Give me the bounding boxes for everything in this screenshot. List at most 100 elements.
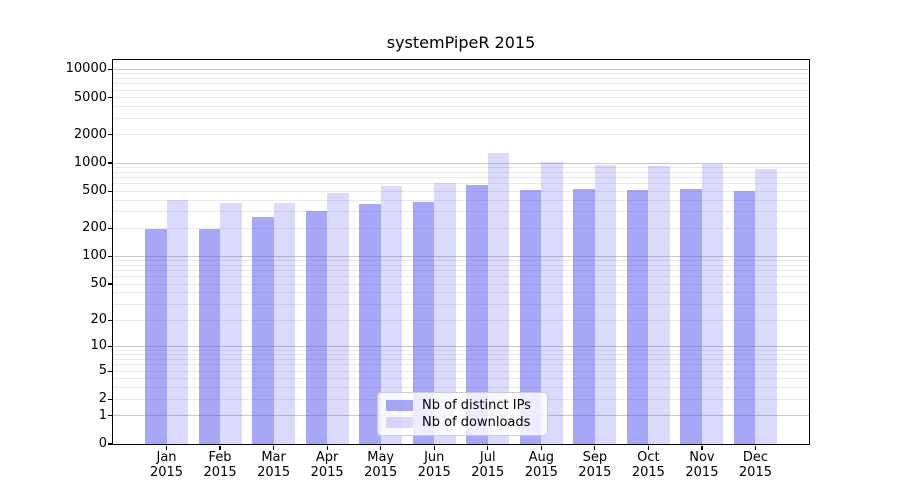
gridline-20	[113, 319, 809, 321]
gridline-80	[113, 264, 809, 266]
legend-swatch-downloads	[386, 417, 413, 428]
x-tick-year: 2015	[685, 465, 719, 480]
x-tick-jan	[165, 445, 168, 450]
y-tick-label-2000: 2000	[73, 126, 107, 142]
legend-item-distinct-ips: Nb of distinct IPs	[378, 397, 547, 414]
bar-distinct-ips-jan	[145, 228, 167, 444]
bar-distinct-ips-feb	[198, 228, 221, 444]
gridline-7	[113, 358, 809, 360]
gridline-8	[113, 354, 809, 356]
y-tick-label-2: 2	[98, 391, 107, 407]
x-tick-year: 2015	[364, 465, 398, 480]
x-tick-label-jan: Jan 2015	[137, 450, 197, 480]
x-tick-year: 2015	[471, 465, 505, 480]
x-tick-year: 2015	[578, 465, 612, 480]
x-tick-month: Oct	[637, 450, 660, 465]
x-tick-jul	[487, 445, 489, 450]
x-tick-month: Apr	[315, 450, 339, 465]
y-tick-label-500: 500	[82, 183, 107, 199]
gridline-5	[113, 370, 809, 372]
gridline-3	[113, 387, 809, 389]
gridline-800	[113, 171, 809, 173]
y-tick-label-5: 5	[98, 363, 107, 379]
x-tick-jun	[433, 445, 435, 450]
x-tick-month: Jul	[479, 450, 496, 465]
x-tick-mar	[273, 445, 275, 450]
x-tick-label-jun: Jun 2015	[404, 450, 464, 480]
y-tick-5	[108, 370, 113, 372]
y-tick-label-10: 10	[90, 338, 107, 354]
gridline-400	[113, 199, 809, 201]
bar-downloads-jul	[487, 153, 510, 444]
gridline-7000	[113, 83, 809, 85]
bar-distinct-ips-jun	[412, 201, 435, 444]
y-tick-100	[108, 255, 113, 257]
x-tick-month: Sep	[582, 450, 608, 465]
gridline-90	[113, 260, 809, 262]
legend-label-downloads: Nb of downloads	[422, 415, 531, 430]
x-tick-apr	[326, 445, 328, 450]
gridline-9	[113, 349, 809, 351]
gridline-8000	[113, 77, 809, 79]
x-tick-year: 2015	[257, 465, 291, 480]
gridline-2000	[113, 134, 809, 136]
bar-downloads-oct	[648, 165, 670, 444]
gridline-900	[113, 166, 809, 168]
legend: Nb of distinct IPs Nb of downloads	[377, 392, 548, 436]
gridline-70	[113, 270, 809, 272]
y-tick-2000	[108, 134, 113, 136]
bar-distinct-ips-may	[359, 203, 381, 444]
x-tick-month: Mar	[261, 450, 286, 465]
y-tick-label-5000: 5000	[73, 89, 107, 105]
chart-title: systemPipeR 2015	[386, 33, 536, 52]
gridline-5000	[113, 97, 809, 99]
x-tick-month: Nov	[689, 450, 715, 465]
bar-downloads-sep	[594, 164, 617, 444]
gridline-200	[113, 227, 809, 229]
x-tick-label-feb: Feb 2015	[190, 450, 250, 480]
gridline-100	[113, 255, 809, 257]
y-tick-label-1000: 1000	[73, 155, 107, 170]
x-tick-year: 2015	[149, 465, 184, 480]
gridline-4000	[113, 106, 809, 108]
bar-downloads-may	[380, 185, 403, 444]
y-tick-500	[108, 190, 113, 192]
bar-distinct-ips-jul	[466, 184, 488, 444]
gridline-9000	[113, 73, 809, 75]
x-tick-year: 2015	[310, 465, 344, 480]
x-tick-year: 2015	[738, 465, 772, 480]
gridline-700	[113, 177, 809, 178]
x-tick-month: Feb	[208, 450, 232, 465]
x-tick-label-may: May 2015	[351, 450, 411, 480]
x-tick-year: 2015	[524, 465, 558, 480]
legend-swatch-distinct-ips	[386, 400, 413, 411]
y-tick-label-100: 100	[82, 248, 107, 264]
x-tick-label-sep: Sep 2015	[565, 450, 625, 480]
gridline-10	[113, 345, 809, 347]
y-tick-0	[108, 443, 113, 445]
bar-downloads-jun	[434, 182, 456, 444]
gridline-60	[113, 276, 809, 278]
bar-downloads-dec	[755, 169, 777, 444]
y-tick-5000	[108, 96, 113, 99]
bar-distinct-ips-apr	[305, 210, 328, 444]
y-tick-label-10000: 10000	[65, 61, 107, 77]
bar-downloads-apr	[327, 192, 349, 444]
y-tick-20	[108, 319, 113, 321]
bar-downloads-feb	[220, 203, 242, 444]
bar-distinct-ips-sep	[573, 189, 595, 444]
x-tick-month: Dec	[742, 450, 769, 465]
x-tick-dec	[754, 445, 757, 450]
gridline-50	[113, 283, 809, 285]
gridline-1000	[113, 162, 809, 164]
x-tick-label-dec: Dec 2015	[725, 450, 785, 480]
bar-distinct-ips-nov	[680, 188, 702, 444]
x-tick-year: 2015	[417, 465, 451, 480]
x-tick-label-apr: Apr 2015	[297, 450, 357, 480]
y-tick-label-50: 50	[90, 276, 107, 292]
x-tick-may	[380, 445, 382, 450]
bar-downloads-jan	[166, 199, 189, 444]
bar-distinct-ips-aug	[519, 189, 542, 444]
x-tick-month: Jan	[156, 450, 177, 465]
gridline-4	[113, 378, 809, 380]
